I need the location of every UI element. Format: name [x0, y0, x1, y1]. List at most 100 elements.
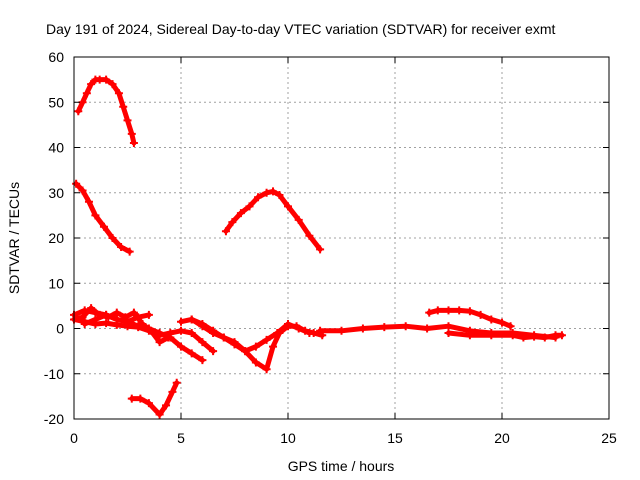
data-point [187, 329, 196, 338]
data-point [177, 326, 185, 335]
data-point [114, 89, 123, 98]
data-point [125, 247, 134, 256]
data-point [487, 331, 496, 340]
data-point [519, 333, 528, 342]
x-tick-label: 5 [177, 430, 185, 446]
x-tick-label: 0 [70, 430, 78, 446]
y-tick-label: 50 [48, 94, 64, 110]
data-point [219, 333, 228, 342]
data-point [134, 322, 143, 331]
data-point [155, 329, 164, 338]
data-point [87, 80, 96, 89]
series-track-1 [75, 77, 137, 146]
data-point [294, 324, 303, 333]
data-point [155, 410, 164, 419]
data-point [284, 202, 292, 211]
y-axis-label: SDTVAR / TECUs [6, 182, 22, 294]
data-point [530, 332, 539, 341]
data-point [112, 315, 121, 324]
data-point [155, 338, 164, 347]
data-point [127, 394, 136, 403]
data-point [87, 304, 96, 313]
data-point [72, 179, 81, 188]
y-tick-label: 0 [56, 321, 64, 337]
data-point [221, 227, 230, 236]
data-point [102, 310, 111, 319]
data-point [144, 399, 153, 408]
data-point [91, 211, 100, 220]
data-point [241, 347, 250, 356]
data-point [117, 243, 126, 252]
data-point [129, 138, 138, 147]
data-point [74, 107, 83, 116]
y-tick-label: 10 [48, 275, 64, 291]
data-point [78, 186, 87, 195]
data-point [102, 319, 111, 328]
data-point [172, 378, 181, 387]
data-point [245, 202, 254, 211]
series-track-3 [223, 188, 323, 252]
data-point [401, 322, 410, 331]
data-point [108, 234, 117, 242]
data-point [465, 331, 474, 340]
data-point [262, 335, 271, 344]
x-axis-label: GPS time / hours [288, 458, 395, 474]
data-point [305, 329, 314, 338]
x-tick-label: 10 [280, 430, 296, 446]
data-point [262, 365, 271, 374]
series-track-6 [71, 305, 171, 345]
data-point [254, 193, 263, 202]
data-point [444, 329, 453, 338]
x-tick-label: 25 [601, 430, 617, 446]
y-tick-label: 40 [48, 140, 64, 156]
data-point [294, 215, 303, 224]
data-point [138, 319, 147, 328]
data-point [508, 331, 517, 340]
data-point [164, 333, 173, 342]
data-point [82, 89, 91, 98]
data-point [127, 129, 136, 138]
data-point [80, 319, 89, 328]
data-point [230, 340, 239, 349]
axis-ticks: 0 5 10 15 20 25 -20 -10 0 10 20 30 40 50 60 [44, 49, 617, 446]
y-tick-label: -10 [44, 366, 64, 382]
data-point [476, 310, 485, 319]
data-point [134, 313, 143, 322]
data-point [162, 401, 171, 410]
data-point [540, 333, 549, 342]
data-series [70, 75, 566, 419]
x-tick-label: 20 [494, 430, 510, 446]
x-tick-label: 15 [387, 430, 403, 446]
data-point [108, 80, 117, 89]
data-point [455, 306, 464, 315]
data-point [269, 342, 278, 351]
data-point [78, 313, 87, 322]
data-point [209, 329, 218, 338]
data-point [273, 329, 282, 338]
data-point [284, 319, 292, 328]
data-point [433, 306, 442, 315]
y-tick-label: 60 [48, 49, 64, 65]
data-point [119, 102, 128, 111]
y-tick-label: -20 [44, 411, 64, 427]
data-point [423, 324, 432, 333]
data-point [316, 326, 325, 335]
series-track-2 [73, 181, 133, 255]
data-point [236, 209, 245, 218]
data-point [147, 326, 156, 335]
data-point [465, 307, 474, 316]
data-point [337, 326, 346, 335]
data-point [444, 322, 453, 331]
data-point [198, 356, 207, 365]
data-point [187, 349, 196, 358]
data-point [123, 317, 132, 326]
data-point [425, 308, 434, 317]
data-point [444, 306, 453, 315]
y-tick-label: 20 [48, 230, 64, 246]
data-point [129, 308, 138, 317]
chart-title: Day 191 of 2024, Sidereal Day-to-day VTE… [46, 21, 555, 37]
data-point [251, 342, 260, 351]
data-point [102, 75, 111, 84]
data-point [269, 187, 278, 196]
